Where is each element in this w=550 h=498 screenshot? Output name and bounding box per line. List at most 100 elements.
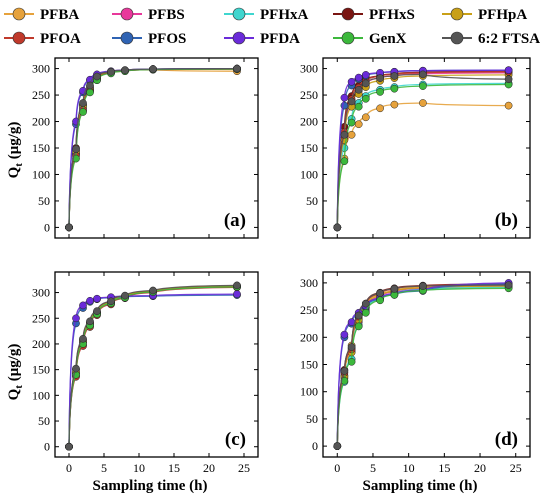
panel-label: (d)	[495, 429, 518, 450]
data-point	[361, 71, 370, 79]
data-point	[390, 72, 399, 80]
legend-marker	[341, 31, 355, 45]
series-pfos	[333, 280, 513, 450]
data-point	[72, 145, 80, 153]
y-tick-label: 100	[300, 167, 318, 181]
legend-item-pfbs: PFBS	[112, 7, 185, 23]
fit-curve	[336, 102, 509, 228]
panel-b: 0 50 100 150 200 250 300 (b)	[300, 57, 531, 239]
x-tick-label: 20	[203, 461, 215, 475]
data-point	[86, 81, 94, 90]
y-tick-label: 300	[300, 62, 318, 76]
legend-item-genx: GenX	[333, 31, 407, 47]
panel-label: (b)	[495, 210, 518, 231]
legend-marker	[232, 7, 246, 21]
data-point	[347, 97, 356, 106]
panel-label: (a)	[224, 210, 246, 231]
data-point	[361, 79, 370, 88]
x-tick-label: 10	[403, 461, 415, 475]
y-axis-title-bottom: Qt (μg/g)	[6, 344, 25, 401]
data-point	[149, 286, 157, 295]
legend-item-pfhxa: PFHxA	[224, 7, 308, 23]
data-point	[79, 334, 87, 343]
y-tick-label: 300	[32, 286, 50, 300]
legend-marker	[450, 31, 464, 45]
y-tick-label: 100	[300, 385, 318, 399]
series-pfoa	[333, 280, 513, 450]
legend-item-pfoa: PFOA	[4, 31, 81, 47]
x-tick-label: 5	[101, 461, 107, 475]
data-point	[72, 314, 80, 323]
panel-a: 0 50 100 150 200 250 300 (a)	[32, 57, 259, 239]
y-axis-title-top: Qt (μg/g)	[6, 122, 25, 179]
legend-marker	[232, 31, 246, 45]
y-tick-label: 100	[32, 167, 50, 181]
data-point	[419, 282, 427, 290]
fit-curve	[68, 68, 238, 228]
data-point	[72, 364, 80, 373]
series-pfhxa	[65, 282, 241, 451]
data-point	[233, 64, 241, 73]
data-point	[504, 101, 513, 110]
data-point	[93, 72, 101, 81]
legend-item-pfos: PFOS	[112, 31, 186, 47]
y-tick-label: 200	[32, 115, 50, 129]
x-tick-label: 20	[474, 461, 486, 475]
data-point	[233, 290, 241, 298]
y-tick-label: 50	[306, 412, 318, 426]
data-point	[354, 311, 363, 320]
x-axis-title-left: Sampling time (h)	[92, 478, 207, 494]
fit-curve	[68, 67, 238, 228]
series-genx	[65, 283, 241, 451]
x-tick-label: 0	[334, 461, 340, 475]
y-tick-label: 0	[44, 220, 50, 234]
fit-curve	[68, 68, 238, 228]
panel-d: 0 50 100 150 200 250 300 0 5 10 15 20 25 (d)	[300, 271, 531, 475]
y-tick-label: 250	[32, 311, 50, 325]
data-point	[347, 343, 356, 351]
x-tick-label: 15	[168, 461, 180, 475]
legend-label: PFBS	[148, 7, 185, 23]
fit-curve	[68, 68, 238, 228]
y-tick-label: 0	[44, 440, 50, 454]
data-point	[504, 66, 513, 75]
series-pfba	[65, 282, 241, 451]
data-point	[354, 120, 363, 129]
data-point	[121, 66, 129, 75]
y-tick-label: 150	[32, 141, 50, 155]
x-tick-label: 10	[133, 461, 145, 475]
data-point	[504, 75, 513, 84]
x-tick-label: 25	[510, 461, 522, 475]
data-point	[86, 296, 94, 305]
x-tick-label: 15	[438, 461, 450, 475]
series-pfba	[333, 99, 513, 232]
data-point	[86, 88, 94, 97]
legend-label: PFBA	[40, 7, 79, 23]
legend-item-pfhpa: PFHpA	[442, 7, 527, 23]
data-point	[354, 322, 363, 331]
data-point	[419, 99, 427, 107]
y-tick-label: 250	[32, 88, 50, 102]
y-tick-label: 200	[300, 330, 318, 344]
series-6-2-ftsa	[333, 70, 513, 232]
data-point	[390, 285, 399, 293]
data-point	[376, 104, 384, 113]
data-point	[390, 100, 399, 109]
data-point	[121, 291, 129, 300]
panel-label: (c)	[225, 429, 246, 450]
fit-curve	[68, 67, 238, 228]
series-pfhxs	[65, 282, 241, 451]
x-tick-label: 0	[66, 461, 72, 475]
legend-marker	[450, 7, 464, 21]
y-tick-label: 300	[300, 276, 318, 290]
data-point	[79, 99, 87, 107]
data-point	[390, 84, 399, 93]
x-tick-label: 25	[238, 461, 250, 475]
data-point	[419, 82, 427, 90]
series-pfhpa	[333, 71, 513, 232]
y-tick-label: 50	[38, 194, 50, 208]
y-tick-label: 0	[312, 439, 318, 453]
data-point	[376, 88, 384, 96]
